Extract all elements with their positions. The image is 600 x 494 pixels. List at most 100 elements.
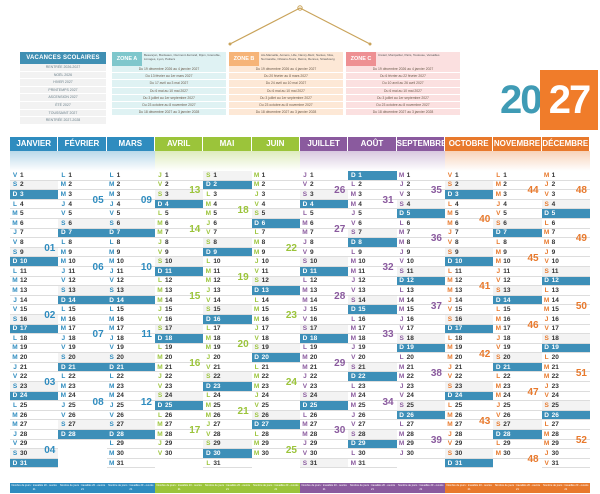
day-number: 17 [20,325,28,333]
day-row: S 16 [10,314,59,325]
day-row: L 18 [10,334,59,344]
day-row: J 30 [396,449,445,459]
day-letter: V [544,459,549,467]
day-number: 25 [454,402,463,410]
day-number: 9 [20,248,24,256]
day-letter: D [399,210,404,218]
week-number: 32 [382,262,394,274]
day-row: L 21 [251,363,300,373]
day-letter: L [157,411,162,419]
day-number: 12 [20,277,28,285]
day-letter: M [12,286,18,294]
month-column: JUILLET J 1 V 2 S 3 D 4 L 5 M 6 M 7 J 8 V 9 S 10 D 11 L 12 M 13 M 14… [299,137,349,482]
day-number: 26 [551,411,559,419]
day-number: 22 [358,373,366,381]
day-row: S 17 [299,324,349,335]
day-letter: J [544,315,549,323]
day-letter: J [61,402,66,410]
week-number: 23 [285,310,297,322]
day-number: 19 [213,344,221,352]
day-letter: J [206,354,211,362]
day-letter: D [350,440,356,448]
day-row: M 19 [203,344,252,354]
day-number: 11 [551,267,559,275]
day-letter: V [254,334,259,342]
day-number: 24 [213,392,221,400]
day-number: 24 [116,392,124,400]
day-number: 30 [164,450,173,458]
day-number: 3 [551,190,556,198]
day-letter: M [60,190,67,198]
day-number: 11 [213,267,221,275]
day-letter: V [61,277,66,285]
day-row: M 27 [10,420,59,431]
day-letter: M [302,421,308,429]
day-letter: V [399,190,404,198]
day-row: M 24 [106,392,155,402]
day-number: 17 [68,325,76,333]
day-letter: M [253,171,260,179]
day-letter: D [447,258,453,266]
vacances-row: RENTRÉE 2027-2028 [20,117,106,125]
day-letter: S [254,210,259,218]
month-name: MARS [106,137,155,151]
day-row: V 20 [348,353,397,363]
day-number: 22 [164,373,173,381]
day-row: L 25 [10,401,59,411]
day-number: 4 [164,200,169,208]
day-letter: L [544,219,549,227]
day-letter: D [399,344,404,352]
day-number: 28 [358,430,366,438]
day-row: D 28 [106,430,155,440]
day-row: S 28 [348,430,397,440]
day-number: 3 [213,190,217,198]
day-number: 1 [116,171,121,179]
day-number: 13 [406,286,414,294]
day-number: 8 [68,238,72,246]
week-number: 11 [141,329,152,341]
day-letter: M [302,363,308,371]
day-letter: M [108,258,115,266]
day-number: 8 [551,238,556,246]
day-row: S 21 [348,362,397,373]
day-number: 26 [454,411,463,419]
day-letter: M [60,315,67,323]
day-number: 10 [503,258,511,266]
day-letter: J [351,210,356,218]
day-number: 28 [68,430,76,438]
day-letter: L [157,277,162,285]
day-number: 7 [164,229,169,237]
day-letter: M [543,430,550,438]
day-number: 18 [68,334,76,342]
day-letter: M [350,459,356,467]
day-number: 17 [164,325,173,333]
day-letter: M [495,258,501,266]
day-number: 24 [164,392,173,400]
day-row: L 12 [299,277,349,287]
month-column: MAI S 1 D 2 L 3 M 4 M 5 J 6 V 7 S 8 D 9 L 10 M 11 M 12 J 13 V 14 S 15 D… [203,137,252,482]
day-number: 23 [116,382,124,390]
day-number: 17 [503,325,511,333]
day-letter: D [12,325,18,333]
day-number: 24 [454,392,463,400]
day-letter: V [157,248,163,256]
day-number: 28 [406,430,414,438]
day-number: 15 [164,306,173,314]
day-number: 24 [20,392,28,400]
day-row: L 14 [251,296,300,306]
day-letter: M [253,181,260,189]
vacances-row: NOËL 2026 [20,71,106,80]
day-number: 5 [358,210,362,218]
day-number: 30 [261,450,269,458]
day-number: 21 [454,363,463,371]
day-row: L 17 [203,325,252,335]
day-number: 13 [309,286,318,294]
day-row: S 15 [203,305,252,315]
day-number: 23 [358,382,366,390]
